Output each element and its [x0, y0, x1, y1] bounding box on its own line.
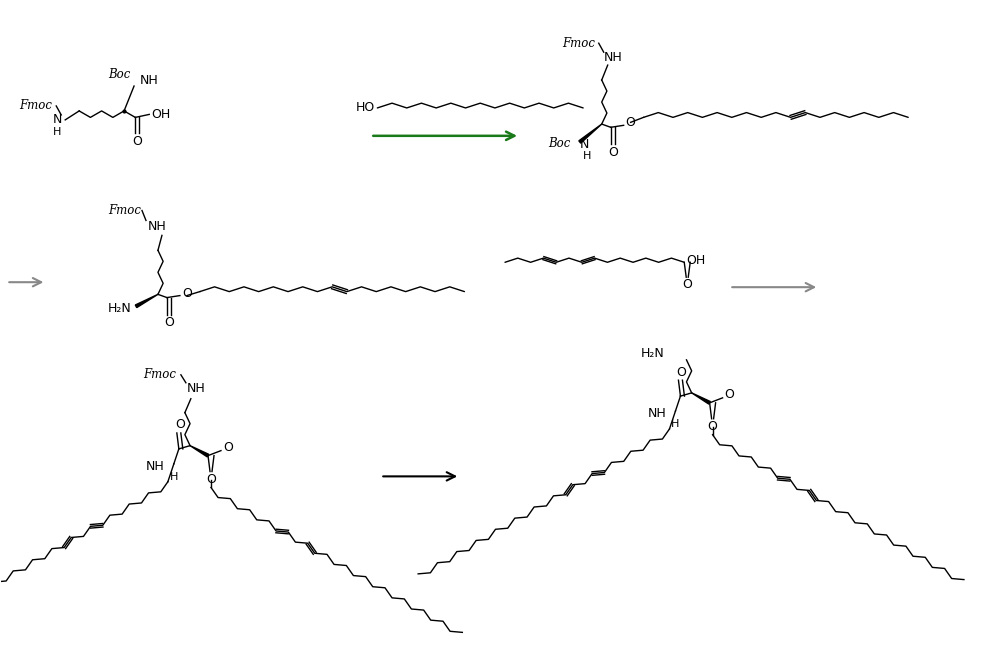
Text: Fmoc: Fmoc: [562, 37, 595, 50]
Text: O: O: [676, 366, 686, 378]
Text: O: O: [626, 116, 636, 129]
Text: O: O: [708, 420, 718, 433]
Text: NH: NH: [187, 382, 206, 396]
Polygon shape: [135, 294, 158, 307]
Text: O: O: [608, 146, 618, 159]
Polygon shape: [190, 445, 209, 457]
Text: NH: NH: [148, 220, 167, 233]
Text: H: H: [671, 419, 680, 429]
Text: HO: HO: [355, 101, 375, 114]
Text: H₂N: H₂N: [108, 302, 132, 315]
Text: H₂N: H₂N: [641, 348, 665, 361]
Text: H: H: [53, 127, 61, 137]
Text: NH: NH: [146, 461, 165, 473]
Text: O: O: [182, 287, 192, 300]
Polygon shape: [692, 393, 710, 404]
Text: OH: OH: [151, 108, 171, 121]
Text: NH: NH: [140, 74, 159, 87]
Text: O: O: [164, 316, 174, 329]
Text: H: H: [170, 472, 178, 482]
Text: O: O: [682, 278, 692, 290]
Text: OH: OH: [686, 254, 705, 267]
Polygon shape: [579, 124, 602, 143]
Text: Fmoc: Fmoc: [143, 369, 176, 381]
Text: O: O: [132, 135, 142, 148]
Text: N: N: [580, 139, 589, 152]
Text: Fmoc: Fmoc: [108, 204, 141, 217]
Text: N: N: [53, 114, 62, 126]
Text: NH: NH: [604, 51, 622, 64]
Text: O: O: [223, 441, 233, 454]
Text: Boc: Boc: [548, 137, 570, 150]
Text: H: H: [583, 151, 591, 161]
Text: NH: NH: [648, 407, 666, 420]
Text: Fmoc: Fmoc: [19, 99, 52, 112]
Text: O: O: [175, 419, 185, 432]
Text: Boc: Boc: [108, 68, 130, 81]
Text: O: O: [206, 473, 216, 486]
Text: O: O: [725, 388, 734, 401]
